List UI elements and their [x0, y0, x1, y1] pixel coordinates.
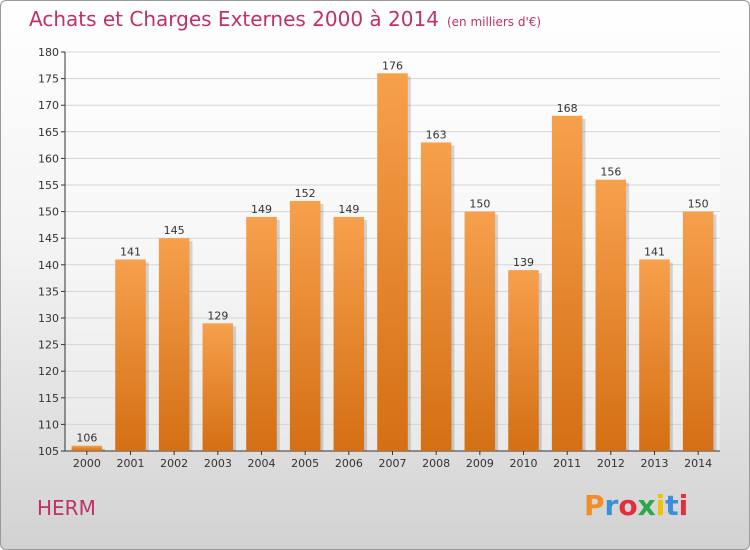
y-tick-label: 170 — [38, 99, 59, 112]
data-label: 141 — [120, 245, 141, 258]
bar — [71, 445, 103, 451]
logo-letter: i — [678, 489, 689, 522]
data-label: 149 — [251, 203, 272, 216]
y-tick-label: 160 — [38, 152, 59, 165]
data-label: 176 — [382, 59, 403, 72]
y-tick-label: 110 — [38, 418, 59, 431]
bar — [420, 142, 452, 451]
proxiti-logo: Proxiti — [584, 489, 688, 522]
x-tick-label: 2010 — [510, 457, 538, 470]
chart-subtitle: (en milliers d'€) — [446, 15, 542, 29]
x-tick-label: 2001 — [117, 457, 145, 470]
x-tick-label: 2005 — [291, 457, 319, 470]
y-tick-label: 175 — [38, 73, 59, 86]
data-label: 141 — [644, 245, 665, 258]
y-tick-label: 180 — [38, 46, 59, 59]
y-tick-label: 105 — [38, 445, 59, 458]
y-tick-label: 150 — [38, 206, 59, 219]
logo-letter: x — [637, 489, 656, 522]
logo-letter: P — [584, 489, 605, 522]
logo-letter: i — [655, 489, 666, 522]
x-tick-label: 2004 — [248, 457, 276, 470]
bar — [246, 216, 277, 451]
data-label: 152 — [295, 187, 316, 200]
y-tick-label: 140 — [38, 259, 59, 272]
chart-title-text: Achats et Charges Externes 2000 à 2014 — [29, 7, 439, 31]
y-tick-label: 115 — [38, 392, 59, 405]
y-tick-label: 145 — [38, 232, 59, 245]
y-tick-label: 135 — [38, 285, 59, 298]
x-tick-label: 2009 — [466, 457, 494, 470]
bar — [508, 270, 539, 451]
logo-letter: r — [604, 489, 619, 522]
data-label: 145 — [164, 224, 185, 237]
location-label: HERM — [37, 496, 96, 520]
bar — [682, 211, 714, 451]
x-tick-label: 2013 — [641, 457, 669, 470]
bar — [158, 238, 190, 451]
data-label: 163 — [426, 128, 447, 141]
chart-title: Achats et Charges Externes 2000 à 2014 (e… — [29, 7, 541, 31]
logo-letter: o — [618, 489, 638, 522]
data-label: 168 — [557, 102, 578, 115]
x-tick-label: 2006 — [335, 457, 363, 470]
y-tick-label: 125 — [38, 339, 59, 352]
x-tick-label: 2002 — [160, 457, 188, 470]
data-label: 150 — [688, 198, 709, 211]
bar — [639, 259, 670, 451]
data-label: 129 — [207, 309, 228, 322]
bar — [333, 216, 365, 451]
data-label: 156 — [600, 166, 621, 179]
data-label: 106 — [76, 432, 97, 445]
y-tick-label: 155 — [38, 179, 59, 192]
x-tick-label: 2014 — [684, 457, 712, 470]
x-tick-label: 2000 — [73, 457, 101, 470]
x-tick-label: 2008 — [422, 457, 450, 470]
x-tick-label: 2011 — [553, 457, 581, 470]
bar — [202, 323, 234, 451]
data-label: 139 — [513, 256, 534, 269]
logo-letter: t — [665, 489, 679, 522]
x-tick-label: 2007 — [379, 457, 407, 470]
data-label: 149 — [338, 203, 359, 216]
bar — [377, 73, 408, 451]
bar — [464, 211, 496, 451]
bar — [289, 200, 321, 451]
bar — [595, 179, 627, 451]
y-tick-label: 130 — [38, 312, 59, 325]
x-tick-label: 2003 — [204, 457, 232, 470]
y-tick-label: 120 — [38, 365, 59, 378]
y-tick-label: 165 — [38, 126, 59, 139]
bar — [115, 259, 146, 451]
x-tick-label: 2012 — [597, 457, 625, 470]
bar — [551, 115, 583, 451]
data-label: 150 — [469, 198, 490, 211]
